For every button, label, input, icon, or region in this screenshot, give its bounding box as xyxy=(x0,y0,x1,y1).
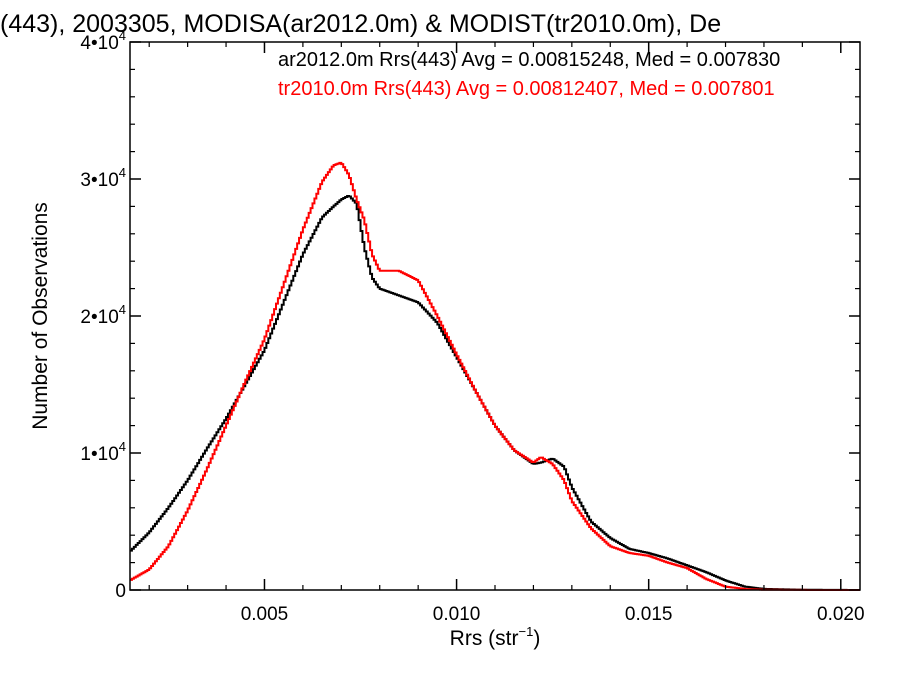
plot-lines xyxy=(130,161,860,591)
y-tick-label-0: 0 xyxy=(115,581,126,602)
legend-entry-tr2010: tr2010.0m Rrs(443) Avg = 0.00812407, Med… xyxy=(278,78,775,100)
y-axis-label: Number of Observations xyxy=(29,202,52,430)
y-tick-label-1: 1•104 xyxy=(80,439,126,465)
axis-ticks: 0.005 0.010 0.015 0.020 0 1•104 2•104 3•104 4•10… xyxy=(80,28,864,625)
legend-entry-ar2012: ar2012.0m Rrs(443) Avg = 0.00815248, Med… xyxy=(278,49,780,71)
chart-title: (443), 2003305, MODISA(ar2012.0m) & MODI… xyxy=(0,10,721,38)
plot-frame xyxy=(129,41,861,591)
x-tick-label-1: 0.010 xyxy=(433,604,481,625)
x-tick-label-3: 0.020 xyxy=(817,604,865,625)
x-tick-label-0: 0.005 xyxy=(241,604,289,625)
x-axis-label: Rrs (str−1) xyxy=(450,624,541,650)
y-tick-label-3: 3•104 xyxy=(80,165,126,191)
series-line-1 xyxy=(130,161,860,591)
y-tick-label-2: 2•104 xyxy=(80,302,126,328)
x-tick-label-2: 0.015 xyxy=(625,604,673,625)
y-tick-label-4: 4•104 xyxy=(80,28,126,54)
